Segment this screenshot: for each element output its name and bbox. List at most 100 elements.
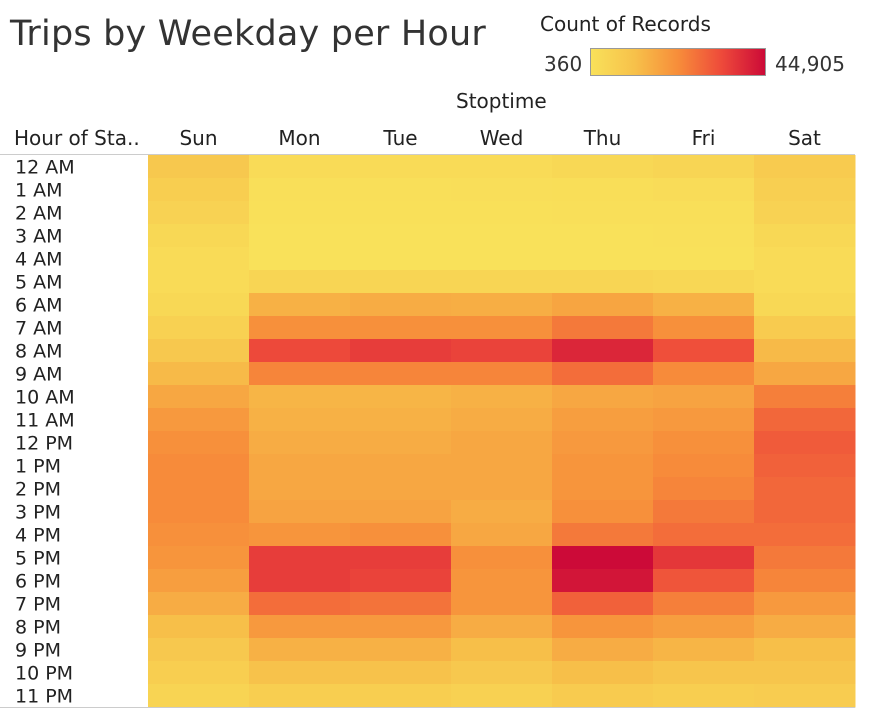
heatmap-cell-sun-1-am[interactable] xyxy=(148,178,250,202)
heatmap-cell-wed-8-pm[interactable] xyxy=(451,615,553,639)
heatmap-cell-sun-2-pm[interactable] xyxy=(148,477,250,501)
heatmap-cell-mon-6-pm[interactable] xyxy=(249,569,351,593)
heatmap-cell-wed-12-pm[interactable] xyxy=(451,431,553,455)
heatmap-cell-sat-11-am[interactable] xyxy=(754,408,856,432)
heatmap-cell-fri-3-am[interactable] xyxy=(653,224,755,248)
heatmap-cell-mon-4-pm[interactable] xyxy=(249,523,351,547)
heatmap-cell-fri-1-am[interactable] xyxy=(653,178,755,202)
heatmap-cell-thu-1-pm[interactable] xyxy=(552,454,654,478)
heatmap-cell-tue-7-pm[interactable] xyxy=(350,592,452,616)
heatmap-cell-tue-8-pm[interactable] xyxy=(350,615,452,639)
heatmap-cell-mon-1-pm[interactable] xyxy=(249,454,351,478)
heatmap-cell-sat-6-pm[interactable] xyxy=(754,569,856,593)
heatmap-cell-wed-4-pm[interactable] xyxy=(451,523,553,547)
heatmap-cell-wed-9-pm[interactable] xyxy=(451,638,553,662)
heatmap-cell-tue-2-pm[interactable] xyxy=(350,477,452,501)
heatmap-cell-wed-8-am[interactable] xyxy=(451,339,553,363)
heatmap-cell-thu-5-am[interactable] xyxy=(552,270,654,294)
heatmap-cell-mon-12-am[interactable] xyxy=(249,155,351,179)
heatmap-cell-sat-5-am[interactable] xyxy=(754,270,856,294)
heatmap-cell-thu-10-am[interactable] xyxy=(552,385,654,409)
heatmap-cell-fri-5-pm[interactable] xyxy=(653,546,755,570)
heatmap-cell-sat-12-am[interactable] xyxy=(754,155,856,179)
heatmap-cell-mon-10-am[interactable] xyxy=(249,385,351,409)
heatmap-cell-sun-12-am[interactable] xyxy=(148,155,250,179)
heatmap-cell-wed-6-pm[interactable] xyxy=(451,569,553,593)
heatmap-cell-fri-10-am[interactable] xyxy=(653,385,755,409)
heatmap-cell-fri-12-pm[interactable] xyxy=(653,431,755,455)
heatmap-cell-thu-12-pm[interactable] xyxy=(552,431,654,455)
heatmap-cell-thu-2-am[interactable] xyxy=(552,201,654,225)
heatmap-cell-thu-6-pm[interactable] xyxy=(552,569,654,593)
heatmap-cell-thu-8-am[interactable] xyxy=(552,339,654,363)
heatmap-cell-thu-12-am[interactable] xyxy=(552,155,654,179)
heatmap-cell-sat-4-am[interactable] xyxy=(754,247,856,271)
heatmap-cell-sat-9-am[interactable] xyxy=(754,362,856,386)
heatmap-cell-sat-1-pm[interactable] xyxy=(754,454,856,478)
heatmap-cell-tue-9-pm[interactable] xyxy=(350,638,452,662)
heatmap-cell-tue-5-am[interactable] xyxy=(350,270,452,294)
heatmap-cell-sat-7-pm[interactable] xyxy=(754,592,856,616)
heatmap-cell-mon-5-pm[interactable] xyxy=(249,546,351,570)
heatmap-cell-thu-1-am[interactable] xyxy=(552,178,654,202)
heatmap-cell-sat-7-am[interactable] xyxy=(754,316,856,340)
heatmap-cell-fri-1-pm[interactable] xyxy=(653,454,755,478)
heatmap-cell-fri-7-pm[interactable] xyxy=(653,592,755,616)
heatmap-cell-sun-6-am[interactable] xyxy=(148,293,250,317)
heatmap-cell-sun-7-pm[interactable] xyxy=(148,592,250,616)
heatmap-cell-sun-10-am[interactable] xyxy=(148,385,250,409)
heatmap-cell-wed-5-am[interactable] xyxy=(451,270,553,294)
heatmap-cell-sun-3-am[interactable] xyxy=(148,224,250,248)
heatmap-cell-tue-1-pm[interactable] xyxy=(350,454,452,478)
heatmap-cell-wed-2-pm[interactable] xyxy=(451,477,553,501)
heatmap-cell-wed-10-pm[interactable] xyxy=(451,661,553,685)
heatmap-cell-sun-4-am[interactable] xyxy=(148,247,250,271)
heatmap-cell-mon-8-am[interactable] xyxy=(249,339,351,363)
heatmap-cell-thu-2-pm[interactable] xyxy=(552,477,654,501)
heatmap-cell-tue-4-am[interactable] xyxy=(350,247,452,271)
heatmap-cell-sat-8-pm[interactable] xyxy=(754,615,856,639)
heatmap-cell-thu-8-pm[interactable] xyxy=(552,615,654,639)
heatmap-cell-wed-1-pm[interactable] xyxy=(451,454,553,478)
heatmap-cell-wed-1-am[interactable] xyxy=(451,178,553,202)
heatmap-cell-thu-3-am[interactable] xyxy=(552,224,654,248)
heatmap-cell-sun-2-am[interactable] xyxy=(148,201,250,225)
heatmap-cell-fri-7-am[interactable] xyxy=(653,316,755,340)
heatmap-cell-sat-3-am[interactable] xyxy=(754,224,856,248)
heatmap-cell-tue-6-am[interactable] xyxy=(350,293,452,317)
heatmap-cell-sat-1-am[interactable] xyxy=(754,178,856,202)
heatmap-cell-mon-9-pm[interactable] xyxy=(249,638,351,662)
heatmap-cell-thu-4-am[interactable] xyxy=(552,247,654,271)
heatmap-cell-sat-2-am[interactable] xyxy=(754,201,856,225)
heatmap-cell-mon-5-am[interactable] xyxy=(249,270,351,294)
heatmap-cell-fri-8-pm[interactable] xyxy=(653,615,755,639)
heatmap-cell-sun-4-pm[interactable] xyxy=(148,523,250,547)
heatmap-cell-sun-10-pm[interactable] xyxy=(148,661,250,685)
heatmap-cell-mon-11-am[interactable] xyxy=(249,408,351,432)
heatmap-cell-tue-12-am[interactable] xyxy=(350,155,452,179)
heatmap-cell-mon-4-am[interactable] xyxy=(249,247,351,271)
heatmap-cell-sun-11-pm[interactable] xyxy=(148,684,250,708)
heatmap-cell-sat-6-am[interactable] xyxy=(754,293,856,317)
heatmap-cell-tue-7-am[interactable] xyxy=(350,316,452,340)
heatmap-cell-sat-8-am[interactable] xyxy=(754,339,856,363)
heatmap-cell-fri-9-am[interactable] xyxy=(653,362,755,386)
heatmap-cell-sat-2-pm[interactable] xyxy=(754,477,856,501)
heatmap-cell-wed-6-am[interactable] xyxy=(451,293,553,317)
heatmap-cell-sun-9-am[interactable] xyxy=(148,362,250,386)
heatmap-cell-tue-5-pm[interactable] xyxy=(350,546,452,570)
heatmap-cell-tue-6-pm[interactable] xyxy=(350,569,452,593)
heatmap-cell-fri-4-pm[interactable] xyxy=(653,523,755,547)
heatmap-cell-mon-2-pm[interactable] xyxy=(249,477,351,501)
heatmap-cell-thu-5-pm[interactable] xyxy=(552,546,654,570)
heatmap-cell-mon-6-am[interactable] xyxy=(249,293,351,317)
heatmap-cell-fri-11-pm[interactable] xyxy=(653,684,755,708)
heatmap-cell-fri-9-pm[interactable] xyxy=(653,638,755,662)
heatmap-cell-sun-6-pm[interactable] xyxy=(148,569,250,593)
heatmap-cell-wed-3-pm[interactable] xyxy=(451,500,553,524)
heatmap-cell-fri-6-pm[interactable] xyxy=(653,569,755,593)
heatmap-cell-tue-1-am[interactable] xyxy=(350,178,452,202)
heatmap-cell-mon-11-pm[interactable] xyxy=(249,684,351,708)
heatmap-cell-sat-10-pm[interactable] xyxy=(754,661,856,685)
heatmap-cell-fri-12-am[interactable] xyxy=(653,155,755,179)
